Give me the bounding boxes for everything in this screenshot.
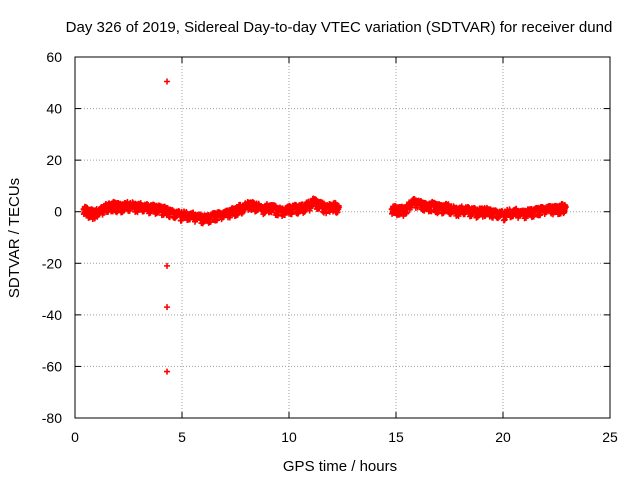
- y-tick-label: -60: [42, 358, 62, 374]
- data-point: [234, 211, 241, 218]
- x-tick-label: 15: [388, 429, 404, 445]
- data-points: [80, 78, 569, 375]
- y-tick-labels: -80 -60 -40 -20 0 20 40 60: [42, 49, 62, 426]
- data-point: [335, 206, 342, 213]
- y-axis-label: SDTVAR / TECUs: [6, 178, 23, 298]
- outlier-point: [164, 368, 171, 375]
- data-point: [214, 217, 221, 224]
- y-tick-label: 20: [46, 152, 62, 168]
- data-point: [207, 219, 214, 226]
- data-point: [476, 212, 483, 219]
- data-point: [124, 198, 131, 205]
- x-tick-label: 20: [495, 429, 511, 445]
- x-tick-label: 25: [602, 429, 618, 445]
- y-tick-label: 0: [54, 204, 62, 220]
- x-tick-label: 5: [178, 429, 186, 445]
- data-point: [530, 213, 537, 220]
- data-point: [537, 212, 544, 219]
- outlier-point: [164, 304, 171, 311]
- y-tick-label: 60: [46, 49, 62, 65]
- outlier-point: [164, 262, 171, 269]
- data-point: [428, 208, 435, 215]
- y-tick-label: -80: [42, 410, 62, 426]
- y-tick-label: -40: [42, 307, 62, 323]
- plot-frame: [74, 56, 611, 419]
- data-point: [295, 209, 302, 216]
- axis-ticks: [74, 56, 611, 419]
- data-point: [403, 210, 410, 217]
- data-point: [510, 213, 517, 220]
- chart-title: Day 326 of 2019, Sidereal Day-to-day VTE…: [66, 19, 613, 36]
- data-point: [323, 210, 330, 217]
- x-tick-label: 0: [71, 429, 79, 445]
- grid-lines: [75, 57, 610, 418]
- y-tick-label: -20: [42, 255, 62, 271]
- x-tick-label: 10: [281, 429, 297, 445]
- data-point: [562, 204, 569, 211]
- x-axis-label: GPS time / hours: [283, 458, 397, 475]
- outlier-point: [164, 78, 171, 85]
- x-tick-labels: 0 5 10 15 20 25: [71, 429, 618, 445]
- y-tick-label: 40: [46, 101, 62, 117]
